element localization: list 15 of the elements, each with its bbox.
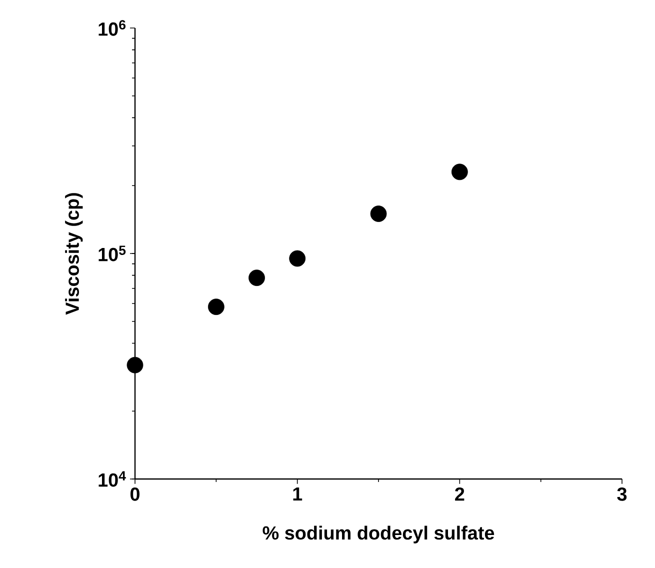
y-tick-label: 10$^{4}$	[98, 471, 126, 487]
x-axis-title: % sodium dodecyl sulfate	[262, 526, 494, 544]
y-axis-title: Viscosity (cp)	[65, 193, 83, 315]
point	[370, 206, 387, 222]
x-tick-label: 2	[455, 487, 464, 501]
x-tick-label: 1	[293, 487, 302, 500]
point	[208, 298, 224, 316]
point	[248, 270, 265, 286]
x-tick-label: 0	[130, 487, 140, 501]
point	[126, 356, 144, 374]
point	[451, 164, 468, 180]
x-tick-label: 3	[617, 487, 627, 501]
point	[289, 250, 306, 267]
y-tick-label: 10$^{5}$	[98, 246, 126, 262]
y-tick-label: 10$^{6}$	[98, 20, 126, 36]
